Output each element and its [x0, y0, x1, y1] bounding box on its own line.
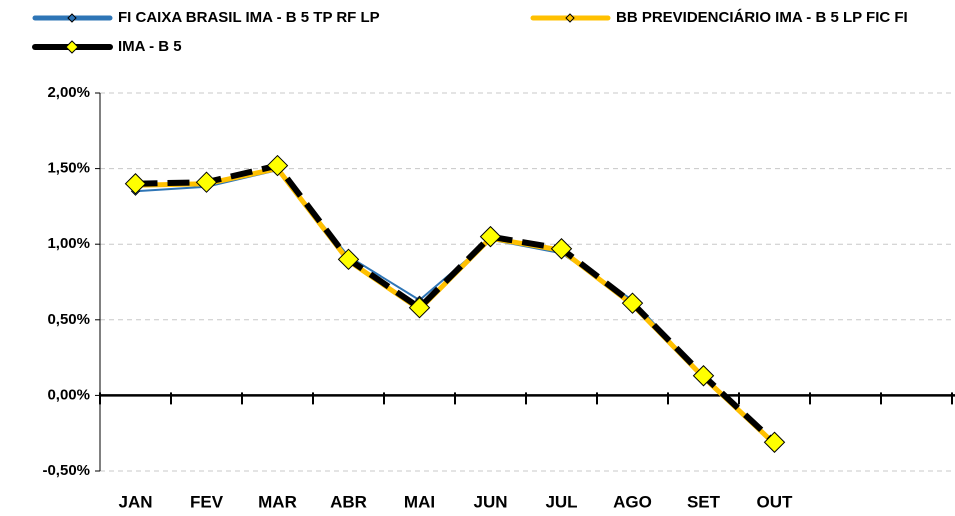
y-tick-label: 0,50% [47, 311, 90, 328]
x-tick-label: MAI [404, 492, 435, 511]
marker [621, 292, 644, 314]
legend-label: BB PREVIDENCIÁRIO IMA - B 5 LP FIC FI [616, 9, 908, 26]
x-tick-label: JAN [118, 492, 152, 511]
marker [479, 225, 502, 248]
legend-label: IMA - B 5 [118, 38, 182, 55]
marker [124, 173, 147, 195]
x-tick-label: SET [687, 492, 721, 511]
y-tick-label: -0,50% [42, 462, 90, 479]
x-tick-label: JUN [473, 492, 507, 511]
y-tick-label: 1,50% [47, 160, 90, 177]
marker [763, 431, 786, 453]
y-tick-label: 1,00% [47, 235, 90, 252]
marker [550, 238, 573, 260]
marker [195, 171, 218, 193]
x-tick-label: AGO [613, 492, 652, 511]
legend-label: FI CAIXA BRASIL IMA - B 5 TP RF LP [118, 9, 380, 26]
marker [408, 296, 431, 319]
marker [692, 365, 715, 387]
x-tick-label: FEV [190, 492, 224, 511]
y-tick-label: 0,00% [47, 386, 90, 403]
y-tick-label: 2,00% [47, 84, 90, 101]
x-tick-label: JUL [545, 492, 577, 511]
x-tick-label: MAR [258, 492, 297, 511]
series-line [135, 162, 777, 445]
legend-marker [565, 13, 575, 23]
marker [337, 248, 360, 271]
x-tick-label: ABR [330, 492, 367, 511]
x-tick-label: OUT [757, 492, 794, 511]
legend-marker [67, 13, 77, 23]
legend-marker [65, 40, 79, 54]
marker [266, 154, 289, 177]
